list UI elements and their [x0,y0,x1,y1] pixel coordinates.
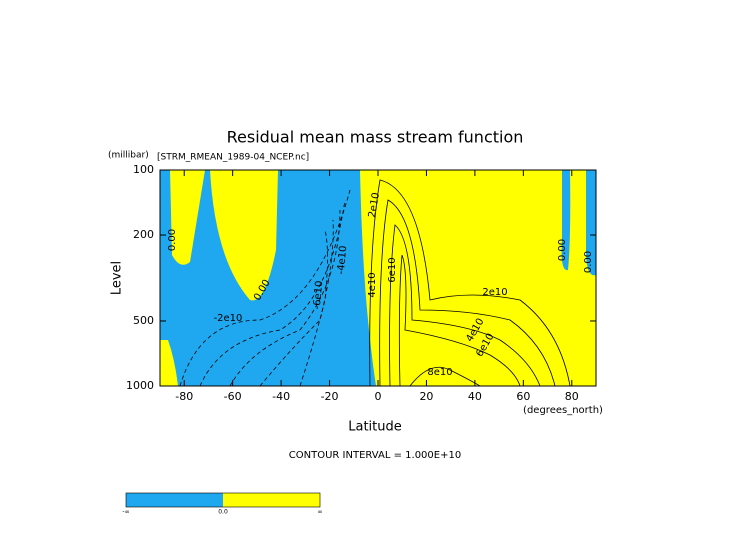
contour-label: -2e10 [214,313,243,324]
colorbar-label: 0.0 [218,509,228,516]
contour-label: 0.00 [583,251,594,273]
colorbar-label: ∞ [318,509,323,516]
colorbar-frame [125,492,321,508]
contour-label: -6e10 [312,280,325,310]
y-axis-label: Level [110,261,125,295]
x-tick-label: 80 [565,390,579,403]
x-tick-label: 60 [516,390,530,403]
x-axis-label: Latitude [348,420,402,435]
x-tick-label: -20 [321,390,339,403]
x-tick-label: 40 [468,390,482,403]
x-tick-label: -60 [224,390,242,403]
y-tick-label: 1000 [126,379,154,392]
contour-label: 2e10 [367,192,382,219]
y-tick-label: 100 [133,163,154,176]
negative-region [586,170,596,276]
colorbar-positive [223,493,320,507]
contour-label: 0.00 [167,229,178,251]
contour-label: 4e10 [367,272,378,297]
colorbar-label: -∞ [122,509,129,516]
colorbar-negative [126,493,223,507]
x-tick-label: 20 [419,390,433,403]
contour-fill [160,170,596,386]
contour-label: -4e10 [336,245,349,275]
x-units: (degrees_north) [523,405,603,416]
contour-label: 2e10 [482,287,507,298]
x-tick-label: -80 [175,390,193,403]
negative-region [160,170,376,386]
contour-label: 0.00 [557,239,568,261]
footnote: CONTOUR INTERVAL = 1.000E+10 [289,450,461,461]
contour-label: 8e10 [427,367,452,378]
negative-region [561,170,571,271]
chart-title: Residual mean mass stream function [227,128,524,147]
contour-label: 6e10 [387,257,398,282]
x-tick-label: -40 [272,390,290,403]
subtitle: [STRM_RMEAN_1989-04_NCEP.nc] [157,153,309,163]
y-units: (millibar) [108,151,149,161]
positive-region [160,340,178,386]
y-tick-label: 200 [133,228,154,241]
contour-lines [179,179,571,386]
x-tick-label: 0 [375,390,382,403]
y-tick-label: 500 [133,314,154,327]
